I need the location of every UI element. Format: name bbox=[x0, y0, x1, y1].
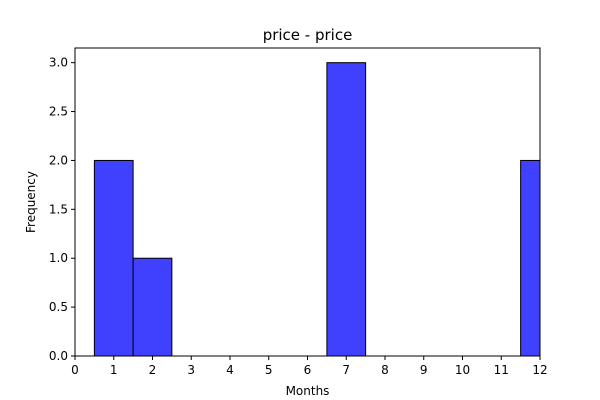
x-tick-label: 12 bbox=[532, 363, 547, 377]
x-tick-label: 5 bbox=[265, 363, 273, 377]
x-tick-label: 11 bbox=[494, 363, 509, 377]
histogram-bar-2 bbox=[326, 62, 367, 356]
histogram-bar-3 bbox=[520, 159, 540, 356]
y-tick-label: 0.0 bbox=[49, 349, 68, 363]
x-tick-label: 4 bbox=[226, 363, 234, 377]
y-tick-label: 2.0 bbox=[49, 153, 68, 167]
x-tick-label: 2 bbox=[149, 363, 157, 377]
bars-group bbox=[93, 62, 540, 356]
y-tick-label: 1.0 bbox=[49, 251, 68, 265]
x-tick-label: 3 bbox=[187, 363, 195, 377]
x-axis: 0 1 2 3 4 5 6 7 8 9 10 11 12 bbox=[71, 356, 548, 377]
x-tick-label: 9 bbox=[420, 363, 428, 377]
x-tick-label: 8 bbox=[381, 363, 389, 377]
x-tick-label: 10 bbox=[455, 363, 470, 377]
y-tick-label: 3.0 bbox=[49, 56, 68, 70]
y-tick-label: 0.5 bbox=[49, 300, 68, 314]
y-tick-label: 2.5 bbox=[49, 105, 68, 119]
histogram-bar-1 bbox=[132, 257, 173, 356]
chart-title: price - price bbox=[263, 26, 353, 44]
y-axis: 0.0 0.5 1.0 1.5 2.0 2.5 3.0 bbox=[49, 56, 75, 363]
x-tick-label: 1 bbox=[110, 363, 118, 377]
histogram-bar-0 bbox=[93, 159, 134, 356]
x-tick-label: 6 bbox=[304, 363, 312, 377]
x-tick-label: 0 bbox=[71, 363, 79, 377]
y-tick-label: 1.5 bbox=[49, 202, 68, 216]
x-tick-label: 7 bbox=[342, 363, 350, 377]
y-axis-label: Frequency bbox=[24, 171, 38, 233]
x-axis-label: Months bbox=[286, 384, 330, 398]
